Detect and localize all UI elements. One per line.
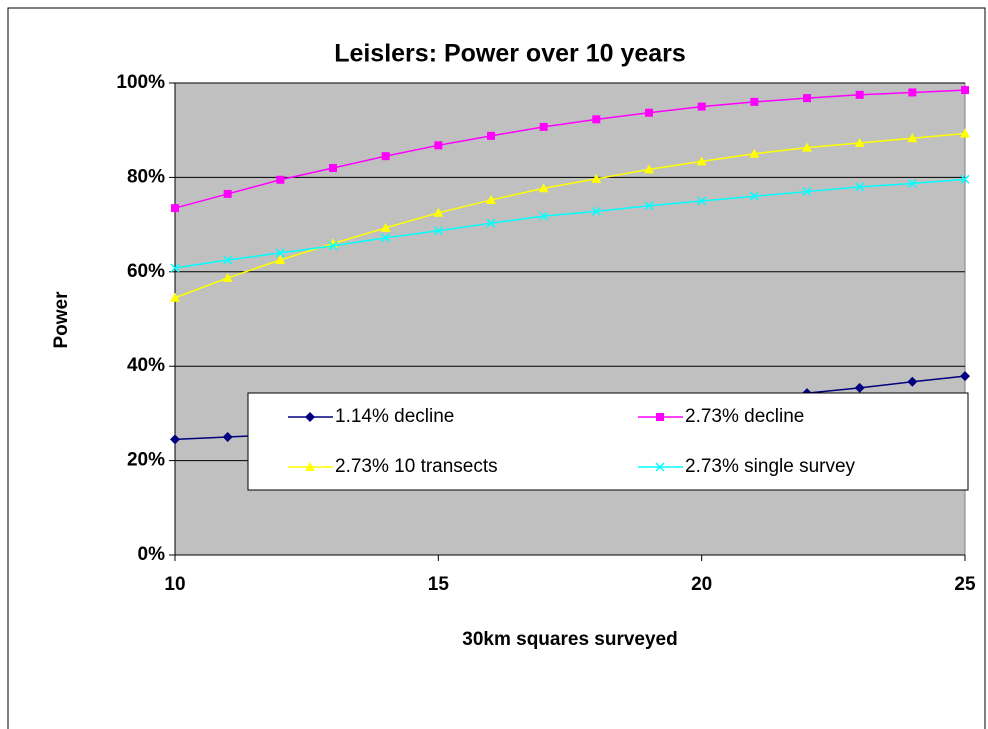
y-tick-label: 100% (116, 72, 165, 93)
marker (696, 156, 707, 166)
marker (802, 142, 812, 152)
marker (223, 255, 233, 265)
marker (539, 211, 549, 221)
marker (275, 255, 286, 264)
marker (907, 376, 918, 387)
legend-box (247, 392, 969, 491)
marker (592, 115, 601, 124)
marker (656, 413, 664, 421)
marker (305, 412, 315, 422)
marker (960, 128, 970, 138)
marker (486, 218, 496, 228)
marker (171, 204, 179, 213)
marker (854, 137, 865, 147)
marker (591, 206, 601, 216)
y-tick-label: 0% (138, 544, 166, 565)
marker (750, 97, 759, 106)
marker (538, 183, 549, 193)
marker (802, 187, 812, 197)
marker (697, 102, 706, 111)
marker (433, 226, 443, 236)
marker (434, 141, 443, 150)
y-tick-label: 40% (127, 355, 165, 376)
marker (170, 292, 180, 302)
x-tick-label: 25 (954, 574, 976, 595)
marker (487, 131, 495, 140)
legend-label: 2.73% decline (685, 406, 804, 427)
marker (275, 248, 285, 258)
marker (170, 263, 180, 273)
marker (645, 108, 653, 117)
marker (644, 201, 654, 211)
marker (381, 152, 390, 161)
marker (170, 434, 180, 445)
marker (381, 233, 391, 243)
marker (697, 196, 707, 206)
marker (591, 173, 602, 183)
marker (749, 148, 760, 158)
marker (961, 86, 969, 95)
x-tick-label: 15 (428, 574, 450, 595)
marker (328, 241, 338, 251)
legend-label: 1.14% decline (335, 406, 454, 427)
x-tick-label: 10 (164, 574, 185, 595)
marker (539, 122, 548, 131)
y-tick-label: 60% (127, 261, 165, 282)
marker (305, 462, 315, 471)
chart-title: Leislers: Power over 10 years (334, 40, 686, 68)
x-tick-label: 20 (691, 574, 712, 595)
marker (855, 182, 865, 192)
marker (223, 189, 232, 198)
series-line (174, 178, 966, 269)
marker (380, 222, 391, 232)
marker (907, 179, 917, 189)
legend: 1.14% decline 2.73% decline 2.73% 10 trans… (247, 392, 969, 491)
x-axis-label: 30km squares surveyed (462, 629, 677, 650)
legend-label: 2.73% 10 transects (335, 456, 498, 477)
marker (960, 371, 970, 382)
legend-label: 2.73% single survey (685, 456, 856, 477)
y-tick-label: 80% (127, 166, 165, 187)
marker (803, 94, 811, 103)
marker (433, 207, 444, 217)
marker (655, 462, 665, 472)
marker (907, 133, 918, 143)
marker (644, 164, 654, 174)
marker (908, 88, 917, 97)
marker (222, 432, 233, 442)
y-axis-label: Power (51, 291, 72, 349)
y-tick-label: 20% (127, 450, 165, 471)
marker (749, 191, 759, 201)
marker (329, 163, 337, 172)
marker (486, 195, 496, 205)
marker (855, 90, 864, 99)
series-line (174, 132, 966, 299)
marker (276, 175, 285, 184)
marker (854, 382, 865, 393)
series-line (174, 89, 966, 209)
marker (960, 174, 970, 184)
marker (222, 272, 233, 282)
